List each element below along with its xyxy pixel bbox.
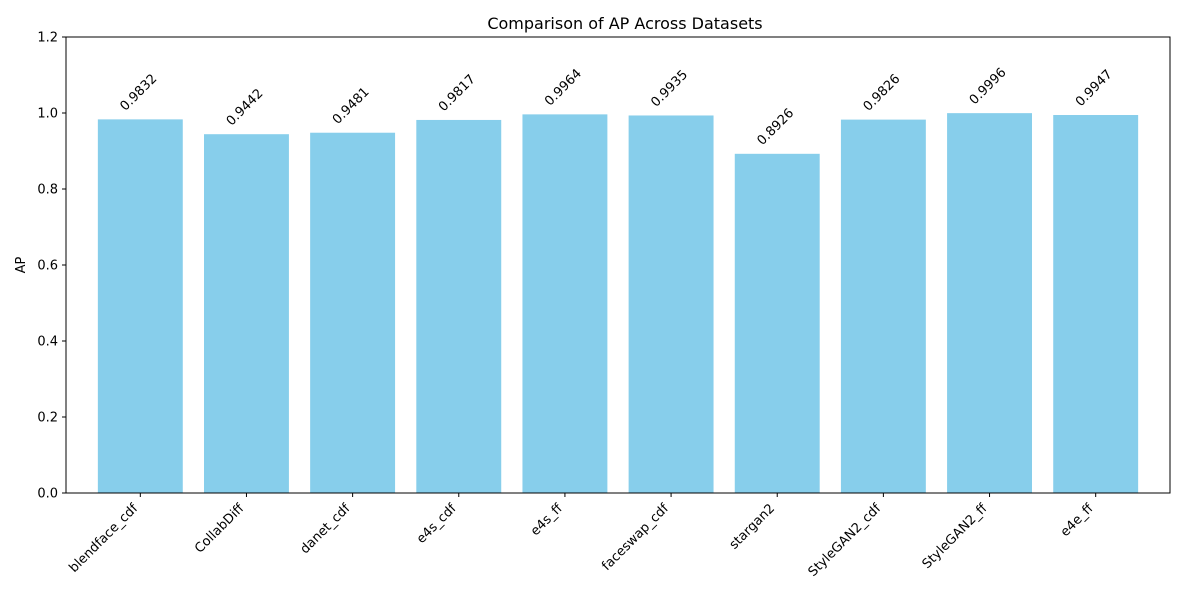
bar-danet_cdf (310, 132, 396, 493)
data-label-faceswap_cdf: 0.9935 (648, 68, 691, 111)
y-tick-label-1.0: 1.0 (37, 107, 58, 122)
x-tick-label-e4e_ff: e4e_ff (1058, 500, 1097, 539)
data-label-e4s_ff: 0.9964 (542, 66, 585, 109)
data-label-stargan2: 0.8926 (754, 106, 797, 149)
data-label-blendface_cdf: 0.9832 (118, 71, 161, 114)
x-tick-label-e4s_ff: e4s_ff (528, 500, 567, 539)
data-label-e4e_ff: 0.9947 (1073, 67, 1116, 110)
chart-title: Comparison of AP Across Datasets (487, 14, 762, 33)
x-tick-label-blendface_cdf: blendface_cdf (67, 501, 142, 576)
x-tick-label-stargan2: stargan2 (727, 501, 778, 552)
y-tick-label-0.0: 0.0 (37, 487, 58, 502)
data-label-StyleGAN2_ff: 0.9996 (967, 65, 1010, 108)
y-tick-label-0.8: 0.8 (37, 183, 58, 198)
y-tick-label-0.4: 0.4 (37, 335, 58, 350)
x-tick-label-StyleGAN2_cdf: StyleGAN2_cdf (806, 501, 885, 580)
data-label-danet_cdf: 0.9481 (330, 85, 373, 128)
bar-e4e_ff (1053, 115, 1139, 493)
bar-blendface_cdf (97, 119, 183, 493)
plot-area: 0.9832 blendface_cdf 0.9442 CollabDiff 0.948… (37, 31, 1171, 580)
bar-StyleGAN2_cdf (840, 119, 926, 494)
bar-CollabDiff (204, 134, 289, 493)
bar-e4s_cdf (416, 119, 502, 493)
y-tick-label-1.2: 1.2 (37, 31, 58, 46)
x-tick-label-e4s_cdf: e4s_cdf (414, 501, 460, 547)
y-tick-label-0.2: 0.2 (37, 411, 58, 426)
data-label-StyleGAN2_cdf: 0.9826 (861, 72, 904, 115)
y-axis-label: AP (14, 256, 29, 273)
bar-StyleGAN2_ff (947, 113, 1032, 494)
bar-faceswap_cdf (628, 115, 714, 493)
y-tick-label-0.6: 0.6 (37, 259, 58, 274)
x-tick-label-StyleGAN2_ff: StyleGAN2_ff (920, 500, 991, 571)
data-label-e4s_cdf: 0.9817 (436, 72, 479, 115)
x-tick-label-danet_cdf: danet_cdf (298, 501, 354, 557)
bar-stargan2 (734, 153, 820, 493)
bar-e4s_ff (522, 114, 608, 494)
x-tick-label-CollabDiff: CollabDiff (192, 500, 248, 556)
data-label-CollabDiff: 0.9442 (224, 86, 267, 129)
x-tick-label-faceswap_cdf: faceswap_cdf (599, 501, 672, 574)
axes-frame (65, 36, 1171, 494)
